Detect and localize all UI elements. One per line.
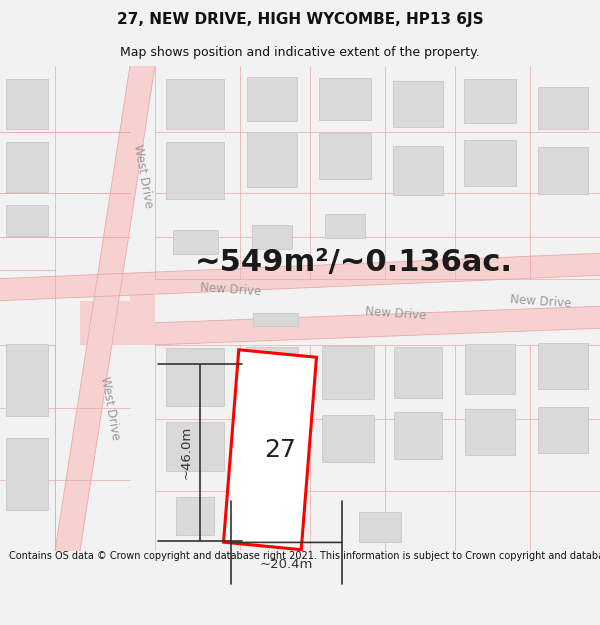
Polygon shape	[166, 348, 224, 406]
Polygon shape	[246, 347, 298, 403]
Polygon shape	[253, 313, 298, 326]
Polygon shape	[173, 230, 218, 254]
Polygon shape	[359, 511, 401, 542]
Polygon shape	[465, 409, 515, 455]
Polygon shape	[538, 342, 588, 389]
Text: 27, NEW DRIVE, HIGH WYCOMBE, HP13 6JS: 27, NEW DRIVE, HIGH WYCOMBE, HP13 6JS	[116, 12, 484, 27]
Polygon shape	[252, 224, 292, 249]
Text: ~549m²/~0.136ac.: ~549m²/~0.136ac.	[195, 248, 513, 277]
Text: West Drive: West Drive	[131, 143, 155, 209]
Polygon shape	[394, 412, 442, 459]
Text: West Drive: West Drive	[98, 375, 122, 441]
Polygon shape	[247, 132, 297, 187]
Polygon shape	[6, 344, 48, 416]
Polygon shape	[55, 66, 155, 551]
Polygon shape	[246, 420, 298, 466]
Text: Map shows position and indicative extent of the property.: Map shows position and indicative extent…	[120, 46, 480, 59]
Text: ~46.0m: ~46.0m	[179, 426, 193, 479]
Text: ~20.4m: ~20.4m	[260, 558, 313, 571]
Polygon shape	[176, 497, 214, 535]
Polygon shape	[325, 214, 365, 238]
Text: 27: 27	[264, 438, 296, 462]
Polygon shape	[538, 148, 588, 194]
Polygon shape	[319, 133, 371, 179]
Polygon shape	[322, 416, 374, 462]
Polygon shape	[166, 422, 224, 471]
Polygon shape	[319, 78, 371, 120]
Polygon shape	[6, 142, 48, 192]
Polygon shape	[465, 344, 515, 394]
Text: Contains OS data © Crown copyright and database right 2021. This information is : Contains OS data © Crown copyright and d…	[9, 551, 600, 561]
Polygon shape	[322, 346, 374, 399]
Text: New Drive: New Drive	[200, 281, 262, 298]
Polygon shape	[6, 438, 48, 510]
Polygon shape	[6, 205, 48, 236]
Polygon shape	[393, 81, 443, 127]
Polygon shape	[393, 146, 443, 195]
Polygon shape	[80, 301, 130, 345]
Polygon shape	[155, 306, 600, 345]
Polygon shape	[464, 79, 516, 123]
Polygon shape	[6, 79, 48, 129]
Polygon shape	[247, 77, 297, 121]
Polygon shape	[394, 347, 442, 398]
Polygon shape	[0, 253, 600, 301]
Text: New Drive: New Drive	[365, 306, 427, 322]
Text: New Drive: New Drive	[510, 293, 572, 311]
Polygon shape	[224, 350, 316, 549]
Polygon shape	[538, 407, 588, 453]
Polygon shape	[130, 301, 155, 345]
Polygon shape	[464, 139, 516, 186]
Polygon shape	[166, 79, 224, 129]
Polygon shape	[166, 142, 224, 199]
Polygon shape	[538, 87, 588, 129]
Polygon shape	[130, 279, 155, 301]
